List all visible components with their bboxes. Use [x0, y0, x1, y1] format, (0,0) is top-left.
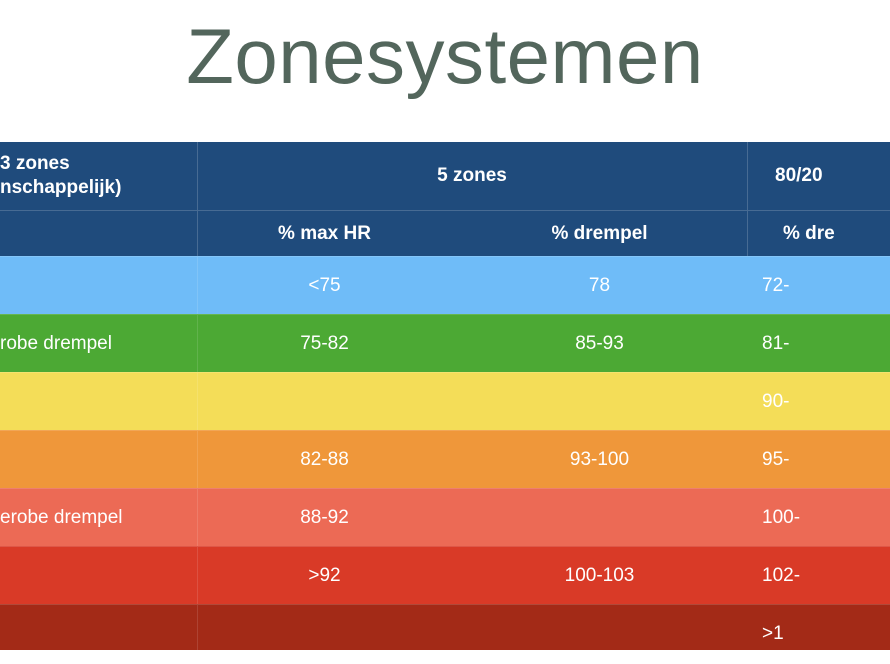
pct-8020-value: 95-: [762, 448, 790, 470]
zone-label: robe drempel: [0, 332, 112, 354]
subheader-max-hr: % max HR: [278, 222, 371, 244]
table-row: 82-88 93-100 95-: [0, 430, 890, 488]
table-row: robe drempel 75-82 85-93 81-: [0, 314, 890, 372]
pct-8020-value: 100-: [762, 506, 801, 528]
header-80-20: 80/20: [775, 165, 823, 186]
max-hr-value: [197, 373, 452, 430]
pct-8020-value: 102-: [762, 564, 801, 586]
zone-label: [0, 431, 197, 488]
pct-8020-value: 81-: [762, 332, 790, 354]
page-title: Zonesystemen: [186, 12, 704, 100]
header-3-zones-line2: nschappelijk): [0, 177, 122, 198]
table-header-row: 3 zones nschappelijk) 5 zones 80/20: [0, 142, 890, 210]
drempel-value: [452, 605, 747, 650]
table-row: 90-: [0, 372, 890, 430]
pct-8020-value: 72-: [762, 274, 790, 296]
zone-label: [0, 547, 197, 604]
max-hr-value: 75-82: [300, 332, 349, 354]
max-hr-value: 82-88: [300, 448, 349, 470]
header-3-zones: 3 zones nschappelijk): [0, 142, 197, 210]
zone-table: 3 zones nschappelijk) 5 zones 80/20 % ma…: [0, 142, 890, 650]
table-subheader-row: % max HR % drempel % dre: [0, 210, 890, 256]
table-row: >1: [0, 604, 890, 650]
drempel-value: 93-100: [569, 448, 630, 470]
drempel-value: 85-93: [575, 332, 624, 354]
subheader-80-20-drempel: % dre: [783, 222, 835, 244]
max-hr-value: >92: [308, 564, 341, 586]
subheader-drempel: % drempel: [551, 222, 648, 244]
header-3-zones-line1: 3 zones: [0, 153, 70, 174]
drempel-value: [452, 489, 747, 546]
max-hr-value: 88-92: [300, 506, 349, 528]
max-hr-value: <75: [308, 274, 341, 296]
table-row: erobe drempel 88-92 100-: [0, 488, 890, 546]
drempel-value: 100-103: [564, 564, 635, 586]
zone-label: [0, 373, 197, 430]
drempel-value: [452, 373, 747, 430]
pct-8020-value: >1: [762, 622, 784, 644]
drempel-value: 78: [588, 274, 611, 296]
zone-label: [0, 605, 197, 650]
table-row: <75 78 72-: [0, 256, 890, 314]
table-row: >92 100-103 102-: [0, 546, 890, 604]
pct-8020-value: 90-: [762, 390, 790, 412]
header-5-zones: 5 zones: [437, 165, 507, 186]
max-hr-value: [197, 605, 452, 650]
zone-label: erobe drempel: [0, 506, 123, 528]
zone-label: [0, 257, 197, 314]
